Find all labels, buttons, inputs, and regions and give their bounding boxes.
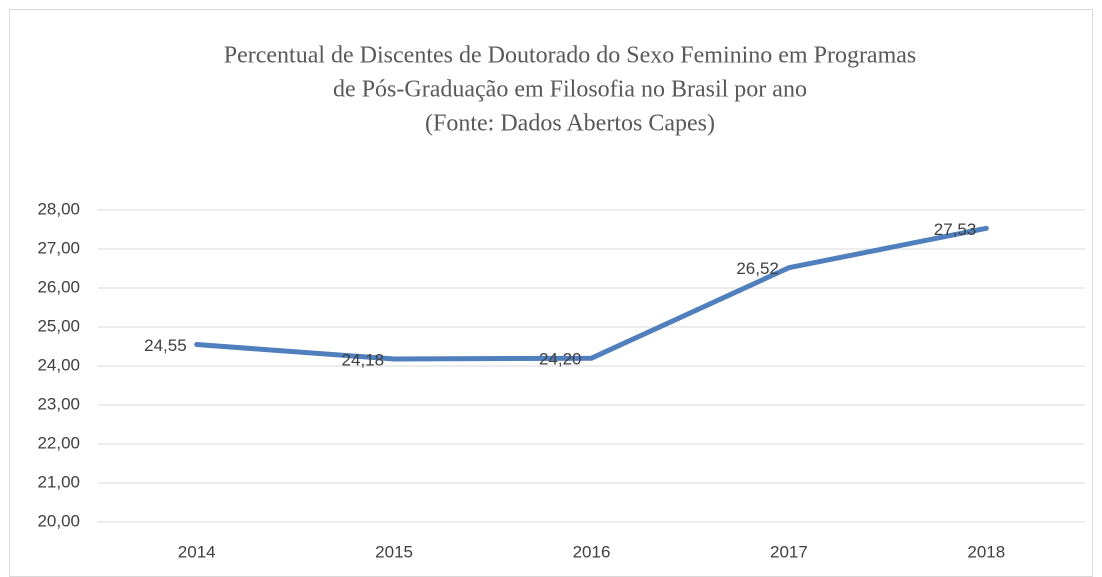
x-tick-label: 2018 xyxy=(967,542,1005,561)
x-tick-label: 2017 xyxy=(770,542,808,561)
x-tick-label: 2014 xyxy=(178,542,216,561)
y-tick-label: 25,00 xyxy=(37,316,80,335)
chart-frame xyxy=(9,9,1093,577)
chart-title: Percentual de Discentes de Doutorado do … xyxy=(224,43,917,69)
data-label: 24,18 xyxy=(342,350,385,369)
y-tick-label: 24,00 xyxy=(37,355,80,374)
data-line xyxy=(194,225,989,362)
y-tick-label: 23,00 xyxy=(37,394,80,413)
data-label: 24,55 xyxy=(144,336,187,355)
y-tick-label: 26,00 xyxy=(37,277,80,296)
x-tick-label: 2016 xyxy=(573,542,611,561)
y-tick-label: 22,00 xyxy=(37,433,80,452)
data-label: 24,20 xyxy=(539,350,582,369)
data-label: 27,53 xyxy=(934,220,977,239)
data-label: 26,52 xyxy=(736,259,779,278)
y-tick-label: 21,00 xyxy=(37,472,80,491)
chart-title: de Pós-Graduação em Filosofia no Brasil … xyxy=(333,77,807,103)
chart-subtitle: (Fonte: Dados Abertos Capes) xyxy=(425,111,715,137)
y-tick-label: 27,00 xyxy=(37,238,80,257)
x-tick-label: 2015 xyxy=(375,542,413,561)
y-tick-label: 20,00 xyxy=(37,511,80,530)
y-tick-label: 28,00 xyxy=(37,199,80,218)
